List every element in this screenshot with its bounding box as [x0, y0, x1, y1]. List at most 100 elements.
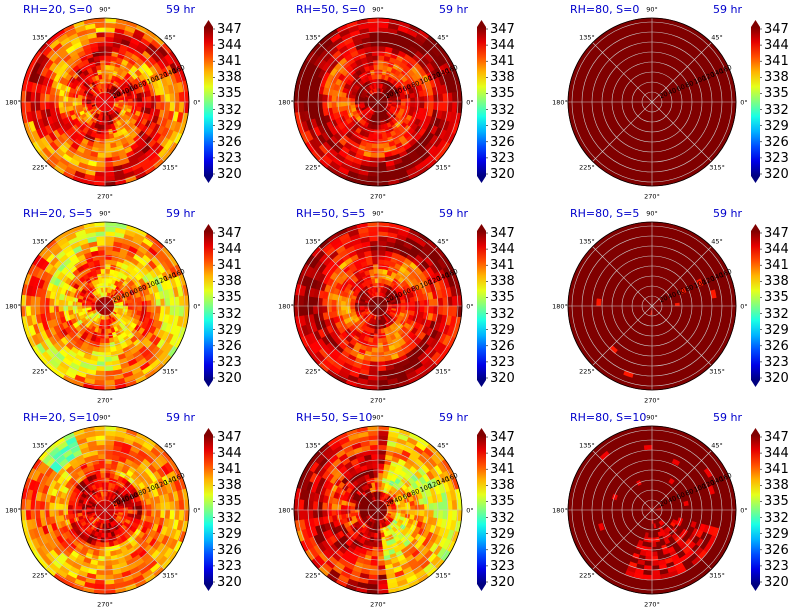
field-cell: [164, 305, 171, 315]
colorbar-tick-label: 335: [764, 86, 789, 102]
field-cell: [375, 115, 379, 121]
field-cell: [321, 298, 328, 307]
field-cell: [370, 356, 379, 363]
field-cell: [586, 101, 593, 111]
angle-tick-label: 0°: [193, 303, 200, 311]
field-cell: [377, 78, 382, 84]
panel-title: RH=80, S=0: [570, 3, 640, 16]
colorbar-tick-label: 323: [217, 354, 242, 370]
field-cell: [377, 347, 385, 353]
panel-time: 59 hr: [439, 3, 468, 16]
grid-spoke: [104, 246, 165, 307]
field-cell: [118, 101, 124, 105]
field-cell: [58, 305, 64, 313]
field-cell: [628, 302, 634, 307]
field-cell: [321, 101, 328, 110]
field-cell: [693, 101, 699, 109]
field-cell: [354, 302, 360, 307]
polar-plot: 90°45°0°315°270°225°180°135°204060801001…: [278, 210, 488, 405]
field-cell: [58, 95, 64, 103]
field-cell: [104, 152, 113, 159]
field-cell: [86, 99, 92, 103]
angle-tick-label: 90°: [372, 210, 384, 218]
field-cell: [321, 94, 328, 103]
colorbar-tick-label: 344: [217, 38, 242, 54]
field-cell: [377, 356, 386, 363]
colorbar-tick-label: 347: [217, 22, 242, 37]
field-cell: [437, 297, 444, 307]
field-cell: [331, 95, 337, 103]
field-cell: [25, 295, 32, 307]
field-cell: [374, 120, 379, 126]
grid-spoke: [377, 42, 438, 103]
angle-tick-label: 0°: [466, 99, 473, 107]
field-cell: [97, 152, 106, 159]
field-cell: [367, 22, 379, 29]
colorbar-tick-label: 320: [764, 167, 789, 182]
field-cell: [53, 94, 60, 103]
colorbar-tick-label: 335: [217, 290, 242, 306]
polar-plot: 90°45°0°315°270°225°180°135°204060801001…: [552, 210, 762, 405]
colorbar-tick-label: 347: [490, 22, 515, 37]
field-cell: [377, 268, 384, 274]
field-cell: [104, 268, 111, 274]
field-cell: [94, 175, 106, 182]
field-cell: [104, 83, 108, 89]
angle-tick-label: 180°: [552, 99, 568, 107]
angle-tick-label: 180°: [278, 99, 294, 107]
field-cell: [340, 300, 346, 307]
angle-tick-label: 225°: [32, 164, 48, 172]
field-cell: [150, 94, 157, 103]
field-cell: [648, 124, 653, 131]
field-cell: [146, 101, 152, 109]
polar-plot: 90°45°0°315°270°225°180°135°204060801001…: [552, 6, 762, 201]
field-cell: [651, 36, 661, 43]
colorbar: [477, 27, 486, 176]
field-cell: [377, 351, 386, 358]
field-cell: [331, 305, 337, 313]
field-cell: [684, 101, 690, 108]
field-cell: [368, 31, 379, 38]
field-cell: [155, 298, 162, 307]
radial-tick-label: 40: [120, 290, 131, 301]
angle-tick-label: 315°: [435, 368, 451, 376]
field-cell: [146, 305, 152, 313]
field-cell: [649, 115, 653, 121]
field-cell: [697, 101, 704, 110]
field-cell: [651, 147, 660, 154]
angle-tick-label: 135°: [305, 237, 321, 245]
field-cell: [643, 161, 653, 168]
field-cell: [58, 101, 64, 109]
field-cell: [377, 277, 382, 284]
field-cell: [600, 101, 607, 110]
field-cell: [178, 295, 185, 307]
field-cell: [437, 101, 444, 111]
field-cell: [104, 147, 113, 154]
angle-tick-label: 180°: [5, 99, 21, 107]
field-cell: [53, 305, 60, 314]
field: [567, 221, 737, 391]
field-cell: [104, 347, 112, 353]
colorbar-tick-label: 323: [217, 150, 242, 166]
grid-spoke: [104, 305, 165, 366]
field-cell: [96, 36, 106, 43]
field-cell: [644, 147, 653, 154]
colorbar-tick-label: 335: [490, 290, 515, 306]
angle-tick-label: 90°: [99, 210, 111, 218]
panel-time: 59 hr: [166, 207, 195, 220]
colorbar-tick-label: 326: [490, 134, 515, 150]
colorbar-tick-label: 323: [764, 150, 789, 166]
field-cell: [651, 143, 659, 149]
field-cell: [349, 98, 356, 103]
field-cell: [371, 347, 379, 353]
field-cell: [127, 101, 134, 106]
field-cell: [104, 166, 115, 173]
angle-tick-label: 90°: [646, 6, 658, 14]
field-cell: [98, 55, 106, 61]
field-cell: [67, 300, 73, 307]
field-cell: [104, 240, 114, 247]
field-cell: [104, 351, 113, 358]
field-cell: [645, 55, 653, 61]
field-cell: [651, 64, 658, 70]
